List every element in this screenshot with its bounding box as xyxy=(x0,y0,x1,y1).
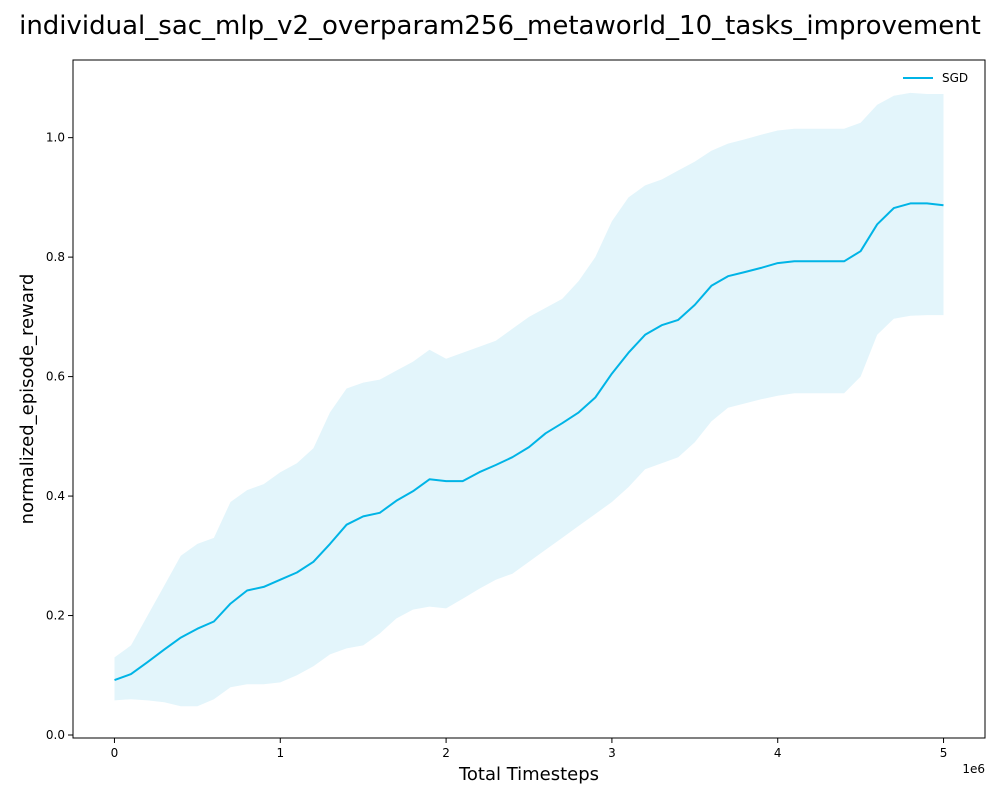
y-tick-label: 0.2 xyxy=(46,609,65,623)
x-tick-label: 5 xyxy=(940,746,948,760)
x-axis-ticks: 0 1 2 3 4 5 xyxy=(111,738,948,760)
y-tick-label: 0.4 xyxy=(46,489,65,503)
x-tick-label: 0 xyxy=(111,746,119,760)
y-axis-title: normalized_episode_reward xyxy=(17,274,38,525)
y-tick-label: 0.0 xyxy=(46,728,65,742)
x-axis-title: Total Timesteps xyxy=(458,764,599,785)
chart-title: individual_sac_mlp_v2_overparam256_metaw… xyxy=(19,11,981,41)
x-tick-label: 4 xyxy=(774,746,782,760)
x-tick-label: 3 xyxy=(608,746,616,760)
x-tick-label: 1 xyxy=(276,746,284,760)
y-tick-label: 1.0 xyxy=(46,131,65,145)
plot-frame xyxy=(72,59,986,739)
legend-label-sgd: SGD xyxy=(942,71,968,85)
x-tick-label: 2 xyxy=(442,746,450,760)
series-line-layer xyxy=(114,202,944,682)
confidence-band-layer xyxy=(114,92,944,707)
x-axis-offset-label: 1e6 xyxy=(962,762,985,776)
y-tick-label: 0.6 xyxy=(46,370,65,384)
legend: SGD xyxy=(903,71,968,85)
y-tick-label: 0.8 xyxy=(46,250,65,264)
y-axis-ticks: 0.0 0.2 0.4 0.6 0.8 1.0 xyxy=(46,131,73,742)
confidence-band-sgd xyxy=(114,92,944,707)
series-line-sgd xyxy=(114,202,944,682)
